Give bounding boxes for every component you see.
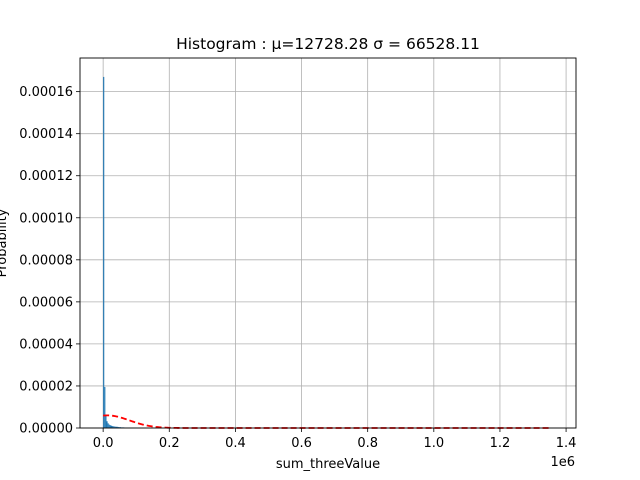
x-tick-label: 1.2 xyxy=(490,436,511,451)
histogram-bar xyxy=(113,426,115,428)
x-tick-label: 0.6 xyxy=(291,436,312,451)
histogram-bar xyxy=(107,423,109,428)
x-tick-label: 1.4 xyxy=(556,436,577,451)
y-tick-label: 0.00010 xyxy=(19,211,73,226)
x-tick-label: 0.8 xyxy=(357,436,378,451)
y-tick-label: 0.00016 xyxy=(19,85,73,100)
histogram-bar xyxy=(103,76,105,428)
pdf-curve-group xyxy=(103,414,550,429)
y-tick-label: 0.00014 xyxy=(19,127,73,142)
histogram-bar xyxy=(114,426,116,428)
histogram-bars xyxy=(103,76,137,428)
histogram-bar xyxy=(115,426,117,428)
x-tick-label: 0.0 xyxy=(93,436,114,451)
histogram-bar xyxy=(105,415,107,428)
y-tick-label: 0.00000 xyxy=(19,422,73,437)
histogram-bar xyxy=(110,425,113,428)
y-tick-label: 0.00012 xyxy=(19,169,73,184)
y-axis-label: Probability xyxy=(0,208,10,277)
plot-area-frame xyxy=(79,57,577,429)
chart-title: Histogram : μ=12728.28 σ = 66528.11 xyxy=(176,35,480,53)
histogram-bar xyxy=(108,424,110,428)
histogram-bar xyxy=(106,421,108,428)
x-axis-label: sum_threeValue xyxy=(276,457,380,472)
x-tick-label: 0.2 xyxy=(159,436,180,451)
x-tick-label: 1.0 xyxy=(423,436,444,451)
y-tick-label: 0.00002 xyxy=(19,379,73,394)
x-axis-offset-label: 1e6 xyxy=(550,455,575,470)
histogram-bar xyxy=(109,425,111,428)
y-axis-ticks: 0.00000 0.00002 0.00004 0.00006 0.00008 0.000… xyxy=(19,85,80,437)
histogram-bar xyxy=(116,426,118,428)
y-tick-label: 0.00004 xyxy=(19,337,73,352)
y-tick-label: 0.00008 xyxy=(19,253,73,268)
histogram-bar xyxy=(117,426,119,428)
y-tick-label: 0.00006 xyxy=(19,295,73,310)
x-tick-label: 0.4 xyxy=(225,436,246,451)
histogram-bar xyxy=(112,426,114,428)
x-axis-ticks: 0.0 0.2 0.4 0.6 0.8 1.0 1.2 1.4 xyxy=(93,428,577,451)
normal-pdf-curve xyxy=(103,414,550,429)
histogram-bar xyxy=(104,387,106,428)
grid-lines xyxy=(80,58,576,429)
